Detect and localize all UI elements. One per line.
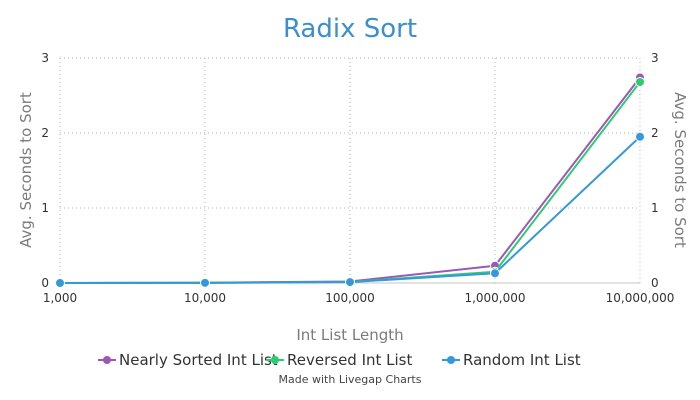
data-point: Random Int List: 10,000 → 0.002	[200, 277, 210, 288]
grid-layer	[59, 57, 641, 283]
y-tick-label-right: 1	[651, 201, 659, 215]
chart-title: Radix Sort	[283, 14, 417, 44]
credit-text: Made with Livegap Charts	[278, 373, 422, 386]
legend-item-reversed-int-list[interactable]: Reversed Int List	[266, 350, 412, 370]
series-nearly-sorted-int-list: Nearly Sorted Int List: 1,000 → 0Nearly …	[55, 72, 645, 288]
data-point: Random Int List: 1,000,000 → 0.13	[490, 268, 500, 279]
legend: Nearly Sorted Int List Reversed Int List R…	[0, 350, 700, 370]
x-tick-label: 10,000	[184, 291, 226, 305]
legend-marker	[442, 354, 460, 366]
y-axis-label-right: Avg. Seconds to Sort	[671, 92, 689, 248]
legend-label: Nearly Sorted Int List	[119, 351, 278, 369]
axis-layer: 0 0 1 1 2 2 3 3 1,000 10,000 100,000 1,000,000 10,00…	[41, 51, 674, 305]
data-point: Reversed Int List: 10,000,000 → 2.68	[635, 77, 645, 87]
series-layer: Nearly Sorted Int List: 1,000 → 0Nearly …	[55, 72, 645, 288]
legend-label: Reversed Int List	[287, 351, 413, 369]
legend-label: Random Int List	[463, 351, 581, 369]
x-tick-label: 10,000,000	[606, 291, 675, 305]
data-point: Random Int List: 10,000,000 → 1.95	[635, 131, 645, 142]
series-random-int-list: Random Int List: 1,000 → 0 Random Int Lis…	[55, 131, 645, 288]
y-tick-label-left: 1	[41, 201, 49, 215]
x-tick-label: 1,000,000	[464, 291, 525, 305]
series-line-nearly-sorted-int-list	[59, 76, 641, 284]
y-tick-label-right: 2	[651, 126, 659, 140]
y-tick-label-right: 3	[651, 51, 659, 65]
legend-marker	[266, 354, 284, 366]
legend-item-random-int-list[interactable]: Random Int List	[442, 350, 581, 370]
x-axis-label: Int List Length	[296, 326, 403, 344]
legend-marker-dot	[103, 356, 111, 364]
y-tick-label-right: 0	[651, 276, 659, 290]
legend-marker	[98, 354, 116, 366]
data-point: Random Int List: 100,000 → 0.012	[345, 277, 355, 288]
y-tick-label-left: 0	[41, 276, 49, 290]
legend-marker-dot	[447, 356, 455, 364]
y-tick-label-left: 2	[41, 126, 49, 140]
x-tick-label: 100,000	[325, 291, 375, 305]
y-axis-label-left: Avg. Seconds to Sort	[17, 92, 35, 248]
data-point: Random Int List: 1,000 → 0	[55, 278, 65, 288]
legend-marker-dot	[271, 356, 279, 364]
legend-item-nearly-sorted-int-list[interactable]: Nearly Sorted Int List	[98, 350, 278, 370]
x-tick-label: 1,000	[43, 291, 77, 305]
y-tick-label-left: 3	[41, 51, 49, 65]
